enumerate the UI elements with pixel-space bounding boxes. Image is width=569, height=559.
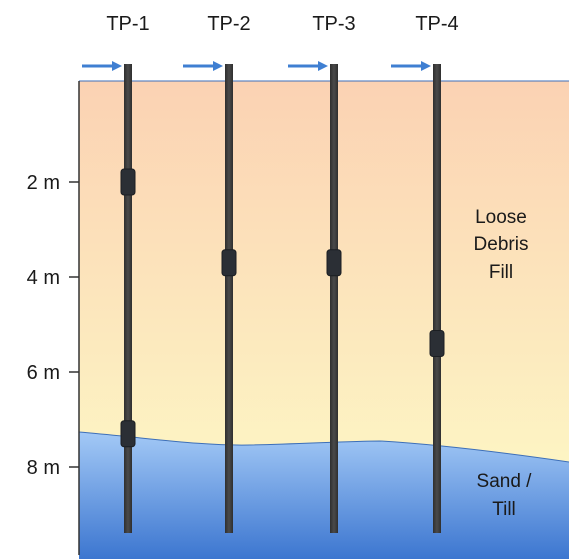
sensor-block bbox=[429, 330, 445, 357]
flow-arrow-head bbox=[112, 61, 122, 71]
pipe-shaft bbox=[124, 64, 132, 533]
layer-boundary-line bbox=[78, 431, 569, 463]
sand-label-line-1: Sand / bbox=[477, 471, 533, 492]
pipe-shaft bbox=[225, 64, 233, 533]
fill-label-line-1: Loose bbox=[475, 207, 527, 228]
depth-axis-ticks: 2 m 4 m 6 m 8 m bbox=[27, 172, 79, 479]
depth-tick-label: 8 m bbox=[27, 457, 60, 479]
debris-fill-layer bbox=[79, 81, 569, 481]
pipe-shaft bbox=[330, 64, 338, 533]
pipe-4: TP-4 bbox=[391, 13, 459, 533]
fill-label-line-3: Fill bbox=[489, 262, 513, 283]
flow-arrow-head bbox=[213, 61, 223, 71]
sand-label-line-2: Till bbox=[492, 499, 516, 520]
sensor-block bbox=[221, 249, 237, 277]
pipe-shaft bbox=[433, 64, 441, 533]
sensor-block bbox=[326, 249, 342, 277]
flow-arrow-head bbox=[421, 61, 431, 71]
sensor-block bbox=[120, 168, 136, 196]
depth-tick-label: 4 m bbox=[27, 267, 60, 289]
sensor-block bbox=[120, 420, 136, 448]
depth-tick-label: 6 m bbox=[27, 362, 60, 384]
depth-tick-label: 2 m bbox=[27, 172, 60, 194]
pipe-label: TP-4 bbox=[415, 13, 458, 35]
fill-label-line-2: Debris bbox=[474, 234, 529, 255]
pipe-2: TP-2 bbox=[183, 13, 251, 533]
sand-till-layer bbox=[79, 432, 569, 559]
pipe-1: TP-1 bbox=[82, 13, 150, 533]
pipe-label: TP-3 bbox=[312, 13, 355, 35]
flow-arrow-head bbox=[318, 61, 328, 71]
pipe-3: TP-3 bbox=[288, 13, 356, 533]
pipe-label: TP-2 bbox=[207, 13, 250, 35]
test-pipes: TP-1 TP-2 TP-3 TP-4 bbox=[82, 13, 459, 533]
pipe-label: TP-1 bbox=[106, 13, 149, 35]
